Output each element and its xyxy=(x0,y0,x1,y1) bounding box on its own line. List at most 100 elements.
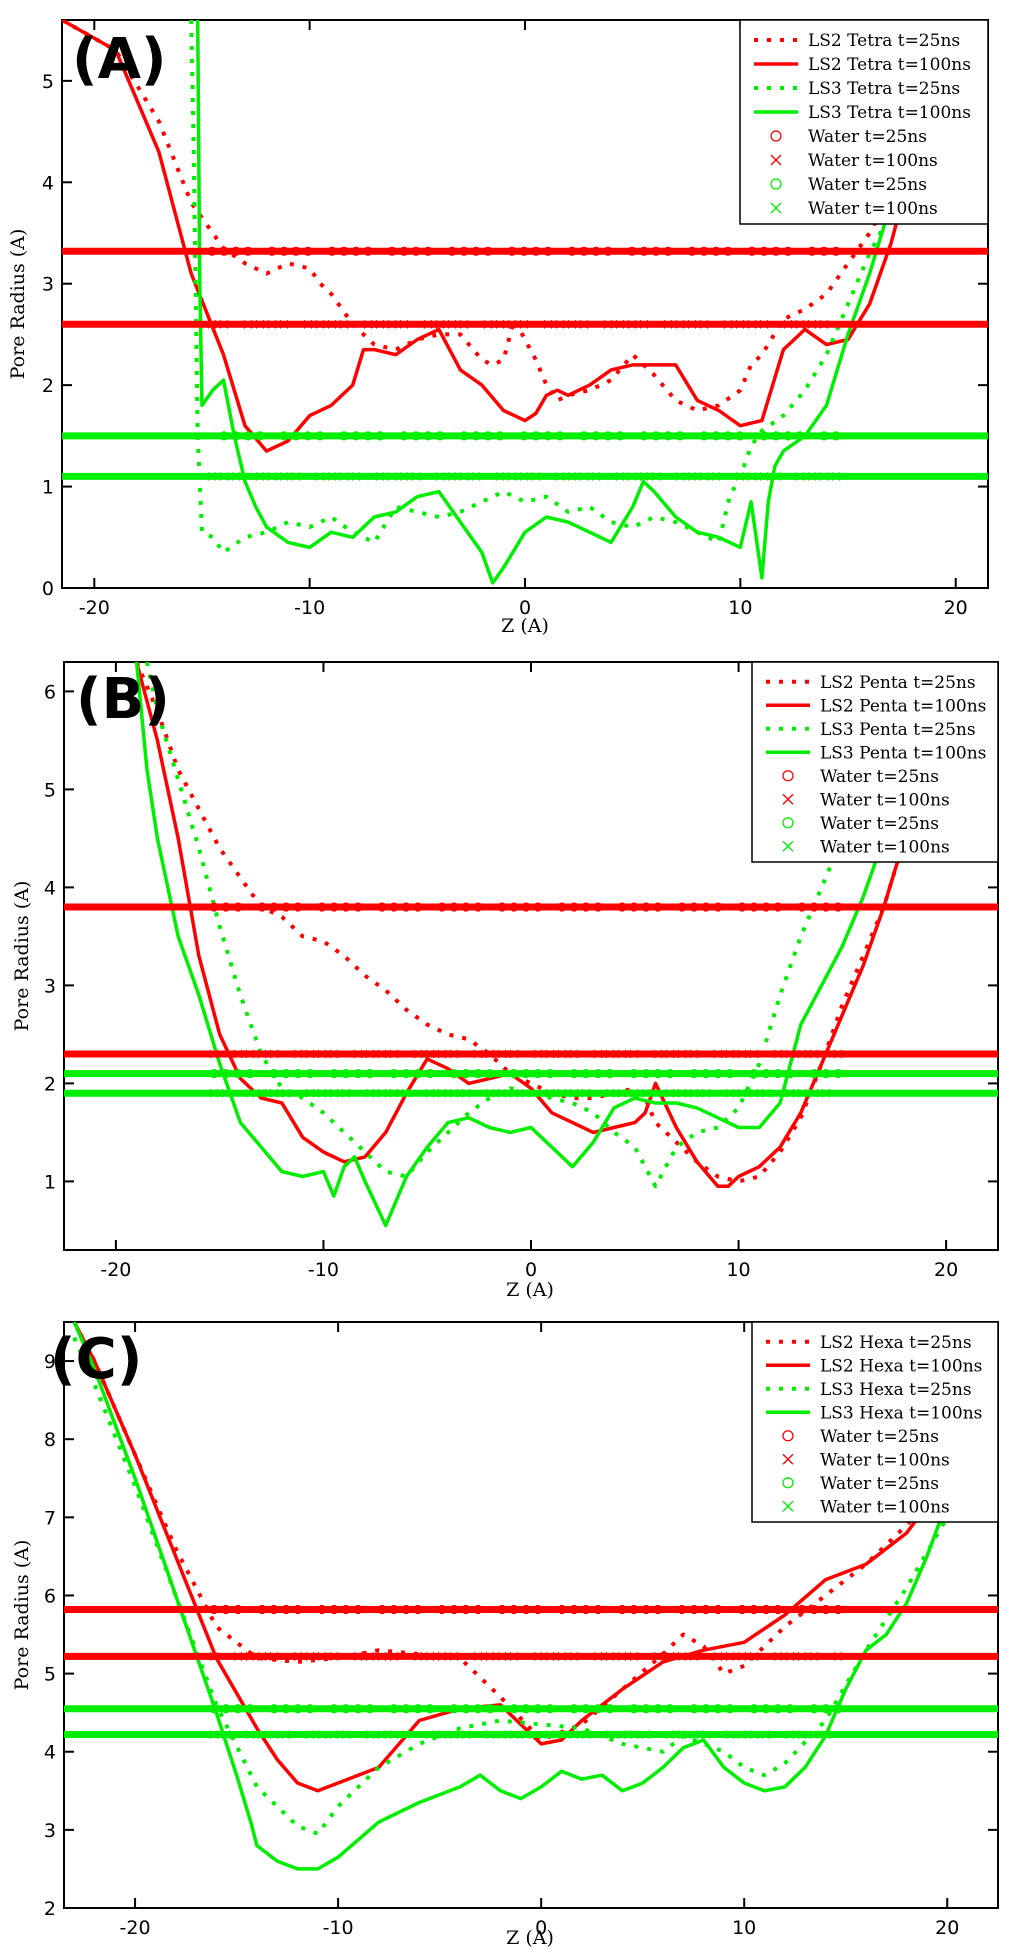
water-marker xyxy=(749,1088,759,1098)
water-marker xyxy=(737,1049,747,1059)
water-marker xyxy=(209,1651,219,1661)
water-marker xyxy=(615,319,625,329)
water-marker xyxy=(641,1088,651,1098)
water-marker xyxy=(471,472,481,481)
water-marker xyxy=(387,472,397,481)
water-marker xyxy=(593,1604,603,1615)
water-marker xyxy=(305,1730,315,1739)
water-marker xyxy=(701,902,711,912)
water-marker xyxy=(437,1730,447,1739)
water-marker xyxy=(821,1704,831,1714)
water-marker xyxy=(809,902,819,912)
water-marker xyxy=(677,1604,687,1615)
water-marker xyxy=(531,246,541,256)
water-marker xyxy=(785,1049,795,1059)
water-marker xyxy=(821,1604,831,1615)
water-marker xyxy=(833,1068,843,1079)
water-marker xyxy=(833,902,843,912)
legend-label: Water t=25ns xyxy=(820,767,939,787)
water-marker xyxy=(593,1068,603,1079)
water-marker xyxy=(629,1604,639,1615)
water-marker xyxy=(509,1651,519,1661)
water-marker xyxy=(569,1604,579,1615)
water-marker xyxy=(689,1088,699,1098)
water-marker xyxy=(449,1651,459,1661)
water-marker xyxy=(449,1730,459,1739)
water-marker xyxy=(221,1730,231,1739)
water-marker xyxy=(267,472,277,481)
water-marker xyxy=(545,1704,555,1714)
water-marker xyxy=(711,431,721,441)
water-marker xyxy=(485,1730,495,1739)
water-marker xyxy=(243,319,253,329)
water-marker xyxy=(821,1088,831,1098)
water-marker xyxy=(293,1604,303,1615)
water-marker xyxy=(495,319,505,329)
water-marker xyxy=(423,431,433,441)
water-marker xyxy=(785,1730,795,1739)
water-marker xyxy=(629,1730,639,1739)
water-marker xyxy=(617,1088,627,1098)
water-marker xyxy=(701,1730,711,1739)
legend-label: LS2 Penta t=100ns xyxy=(820,696,986,716)
water-marker xyxy=(689,1704,699,1714)
water-marker xyxy=(363,246,373,256)
x-tick-label: 20 xyxy=(934,1259,958,1281)
water-marker xyxy=(821,1068,831,1079)
water-marker xyxy=(413,1704,423,1714)
water-marker xyxy=(617,1730,627,1739)
water-marker xyxy=(509,1604,519,1615)
water-marker xyxy=(281,1068,291,1079)
water-marker xyxy=(387,246,397,256)
water-marker xyxy=(639,319,649,329)
water-marker xyxy=(209,1604,219,1615)
water-marker xyxy=(821,902,831,912)
water-marker xyxy=(257,1604,267,1615)
water-marker xyxy=(257,1651,267,1661)
water-marker xyxy=(459,472,469,481)
water-marker xyxy=(365,1068,375,1079)
water-marker xyxy=(399,472,409,481)
water-marker xyxy=(809,1068,819,1079)
water-marker xyxy=(305,1049,315,1059)
water-marker xyxy=(353,1604,363,1615)
water-marker xyxy=(783,246,793,256)
water-marker xyxy=(581,1704,591,1714)
water-marker xyxy=(437,902,447,912)
water-marker xyxy=(221,1704,231,1714)
water-marker xyxy=(773,1651,783,1661)
water-marker xyxy=(725,1651,735,1661)
water-marker xyxy=(219,431,229,441)
water-marker xyxy=(543,246,553,256)
water-marker xyxy=(519,431,529,441)
legend-marker-swatch xyxy=(782,770,794,782)
water-marker xyxy=(569,1651,579,1661)
tick-layer-b: -20 -10 0 10 20 1 2 3 4 5 6 xyxy=(44,662,998,1281)
water-marker xyxy=(221,1088,231,1098)
water-marker xyxy=(473,1604,483,1615)
water-marker xyxy=(833,1651,843,1661)
water-marker xyxy=(521,902,531,912)
water-marker xyxy=(377,1730,387,1739)
water-marker xyxy=(531,472,541,481)
water-marker xyxy=(269,1088,279,1098)
water-marker xyxy=(785,1704,795,1714)
water-marker xyxy=(471,431,481,441)
water-marker xyxy=(771,472,781,481)
legend-marker-swatch xyxy=(782,1430,794,1442)
water-marker xyxy=(449,1704,459,1714)
water-marker xyxy=(831,246,841,256)
water-marker xyxy=(579,431,589,441)
water-marker xyxy=(785,1088,795,1098)
water-marker xyxy=(725,1068,735,1079)
water-marker xyxy=(377,1049,387,1059)
water-marker xyxy=(689,1604,699,1615)
water-marker xyxy=(267,246,277,256)
water-marker xyxy=(209,902,219,912)
water-marker xyxy=(677,1651,687,1661)
water-marker xyxy=(819,319,829,329)
water-marker xyxy=(593,1049,603,1059)
water-marker xyxy=(641,1068,651,1079)
water-marker xyxy=(617,1651,627,1661)
